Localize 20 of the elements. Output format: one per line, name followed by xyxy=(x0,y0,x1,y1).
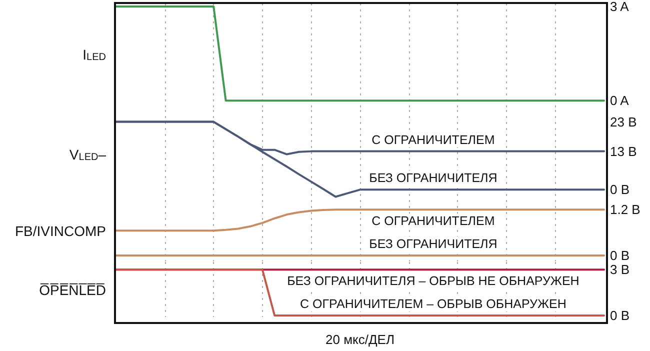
y-axis-title: O̅P̅E̅N̅L̅E̅D̅ xyxy=(39,282,106,298)
y-tick-label: 0 В xyxy=(610,182,630,198)
series-label: БЕЗ ОГРАНИЧИТЕЛЯ xyxy=(369,237,498,251)
y-axis-title: VLED– xyxy=(69,146,106,163)
y-tick-label: 0 В xyxy=(610,308,630,323)
y-axis-title: FB/IVINCOMP xyxy=(14,223,106,239)
y-tick-label: 0 В xyxy=(610,248,630,263)
y-tick-label: 3 В xyxy=(610,262,630,278)
y-axis-title: ILED xyxy=(82,46,106,63)
y-tick-label: 0 A xyxy=(610,93,630,108)
y-tick-label: 1.2 В xyxy=(610,202,640,218)
y-tick-label: 23 В xyxy=(610,114,637,130)
x-axis-title: 20 мкс/ДЕЛ xyxy=(326,332,394,347)
series-label: БЕЗ ОГРАНИЧИТЕЛЯ xyxy=(369,171,498,186)
series-label: С ОГРАНИЧИТЕЛЕМ – ОБРЫВ ОБНАРУЖЕН xyxy=(300,296,566,311)
y-tick-label: 3 A xyxy=(610,0,630,14)
series-label: БЕЗ ОГРАНИЧИТЕЛЯ – ОБРЫВ НЕ ОБНАРУЖЕН xyxy=(287,274,580,288)
y-tick-label: 13 В xyxy=(610,144,637,159)
series-label: С ОГРАНИЧИТЕЛЕМ xyxy=(372,214,495,228)
series-label: С ОГРАНИЧИТЕЛЕМ xyxy=(372,132,495,147)
